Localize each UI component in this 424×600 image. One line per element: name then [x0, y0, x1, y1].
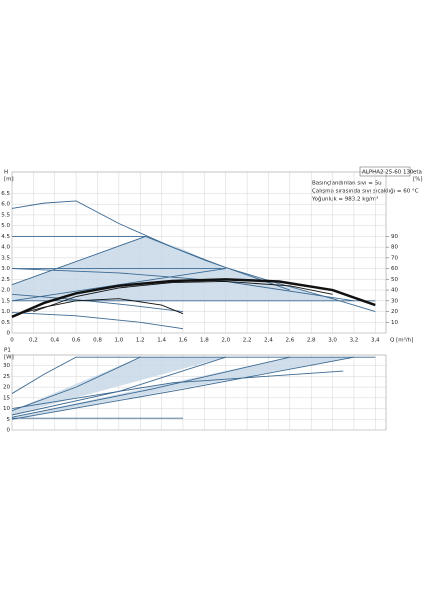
- y-tick-label: 15: [3, 395, 10, 401]
- y-tick-label: 5.0: [1, 223, 10, 229]
- x-tick-label: 0,6: [72, 338, 81, 344]
- y-tick-label: 5.5: [1, 212, 10, 218]
- x-tick-label: 2,4: [264, 338, 273, 344]
- x-tick-label: 1,4: [157, 338, 166, 344]
- curve: [11, 312, 184, 330]
- y-tick-label: 3.5: [1, 255, 10, 261]
- x-tick-label: 1,0: [114, 338, 123, 344]
- curve: [11, 235, 146, 286]
- y-tick-label: 4.5: [1, 234, 10, 240]
- x-tick-label: 2,2: [243, 338, 252, 344]
- curve: [33, 281, 333, 312]
- x-tick-label: 2,8: [307, 338, 316, 344]
- y-tick-label: 1.5: [1, 298, 10, 304]
- curve: [11, 356, 355, 420]
- y2-tick-label: 10: [391, 320, 398, 326]
- y-tick-label: 0: [7, 331, 11, 337]
- y-label: H: [4, 170, 8, 176]
- note: Çalışma sırasında sıvı sıcaklığı = 60 °C: [312, 188, 419, 195]
- x-tick-label: 0: [10, 338, 14, 344]
- x-tick-label: 2,6: [285, 338, 294, 344]
- area: [12, 357, 226, 415]
- y-tick-label: 20: [3, 385, 10, 391]
- x-tick-label: 0,8: [93, 338, 102, 344]
- x-tick-label: 0,4: [50, 338, 59, 344]
- y-tick-label: 0: [7, 428, 11, 434]
- y2-tick-label: 80: [391, 245, 398, 251]
- curve: [11, 356, 290, 418]
- y-tick-label: 6.5: [1, 191, 10, 197]
- y-tick-label: 0.5: [1, 320, 10, 326]
- y-tick-label: 10: [3, 406, 10, 412]
- x-tick-label: 1,2: [136, 338, 145, 344]
- y2-tick-label: 20: [391, 309, 398, 315]
- y-tick-label: 30: [3, 363, 10, 369]
- y2-tick-label: 90: [391, 234, 398, 240]
- y-tick-label: 2.5: [1, 277, 10, 283]
- x-label: Q [m³/h]: [390, 337, 413, 344]
- x-tick-label: 3,0: [328, 338, 337, 344]
- y-tick-label: 25: [3, 374, 10, 380]
- area: [12, 357, 354, 420]
- curve: [11, 293, 184, 312]
- y-tick-label: 6.0: [1, 202, 10, 208]
- y-tick-label: 5: [7, 417, 11, 423]
- y-label: P1: [4, 348, 11, 354]
- note: Basınçlandırılan sıvı = Su: [312, 181, 382, 187]
- curve: [11, 298, 184, 317]
- title-box: [359, 166, 411, 177]
- y2-tick-label: 50: [391, 277, 398, 283]
- y2-label: [%]: [413, 177, 423, 183]
- curve: [11, 370, 344, 410]
- y2-tick-label: 70: [391, 255, 398, 261]
- note: Yoğunluk = 983.2 kg/m³: [311, 196, 378, 203]
- y-tick-label: 2.0: [1, 288, 10, 294]
- chart-title: ALPHA2 25-60 130: [362, 170, 414, 176]
- y2-tick-label: 40: [391, 288, 398, 294]
- x-tick-label: 1,8: [200, 338, 209, 344]
- y-tick-label: 4.0: [1, 245, 10, 251]
- y2-label: eta: [413, 170, 422, 176]
- y2-tick-label: 60: [391, 266, 398, 272]
- curve: [11, 356, 77, 394]
- x-tick-label: 2,0: [221, 338, 230, 344]
- x-tick-label: 3,2: [350, 338, 359, 344]
- y-label: [m]: [4, 177, 14, 183]
- curve: [11, 356, 141, 412]
- x-tick-label: 1,6: [179, 338, 188, 344]
- x-tick-label: 0,2: [29, 338, 38, 344]
- y-tick-label: 3.0: [1, 266, 10, 272]
- curve: [11, 278, 376, 319]
- y-label: [W]: [4, 355, 14, 361]
- y2-tick-label: 30: [391, 298, 398, 304]
- y-tick-label: 1.0: [1, 309, 10, 315]
- x-tick-label: 3,4: [371, 338, 380, 344]
